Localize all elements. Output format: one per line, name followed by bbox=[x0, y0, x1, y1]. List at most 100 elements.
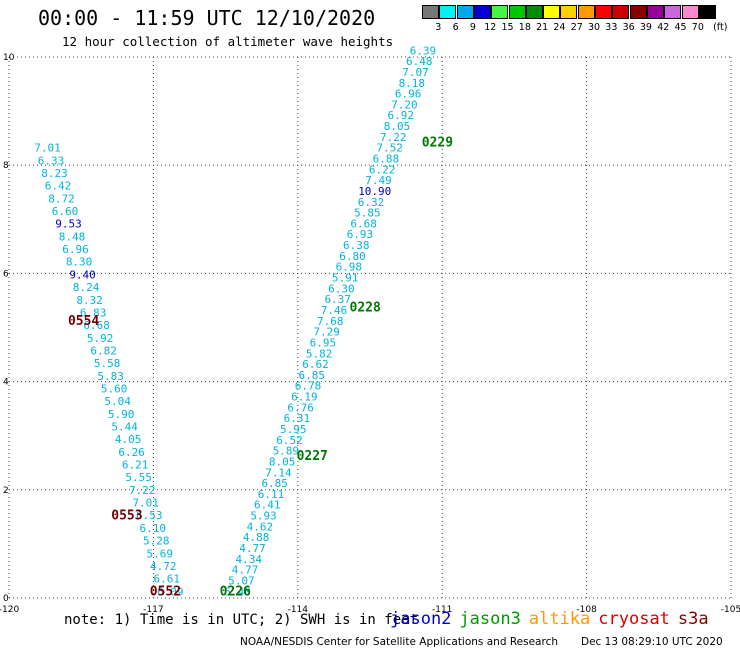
lat-tick-label: 0 bbox=[3, 594, 9, 604]
satellite-label-cryosat: cryosat bbox=[598, 609, 670, 629]
swh-value: 4.88 bbox=[243, 531, 270, 544]
satellite-label-altika: altika bbox=[528, 609, 591, 629]
swh-value: 6.26 bbox=[118, 446, 145, 459]
swh-value: 5.93 bbox=[250, 510, 277, 523]
swh-value: 5.89 bbox=[273, 445, 300, 458]
swh-value: 5.90 bbox=[108, 408, 135, 421]
lat-tick-label: 6 bbox=[3, 269, 9, 279]
legend-swatch bbox=[491, 5, 509, 19]
swh-value: 6.93 bbox=[347, 228, 374, 241]
pass-time-label: 0226 bbox=[220, 584, 251, 599]
swh-value: 5.95 bbox=[280, 423, 307, 436]
swh-value: 6.39 bbox=[410, 44, 437, 57]
legend-bin-label: 39 bbox=[639, 22, 652, 33]
legend-bin-label: 70 bbox=[691, 22, 704, 33]
swh-value: 6.80 bbox=[339, 250, 366, 263]
swh-value: 5.83 bbox=[97, 370, 124, 383]
swh-value: 7.01 bbox=[132, 497, 159, 510]
swh-value: 6.41 bbox=[254, 499, 281, 512]
swh-value: 7.22 bbox=[380, 131, 407, 144]
swh-value: 5.58 bbox=[94, 357, 121, 370]
swh-value: 9.53 bbox=[55, 218, 82, 231]
swh-value: 6.09 bbox=[157, 585, 184, 598]
swh-value: 6.60 bbox=[52, 205, 79, 218]
legend-bin-label: 12 bbox=[484, 22, 497, 33]
swh-value: 6.22 bbox=[369, 163, 396, 176]
swh-value: 6.83 bbox=[80, 306, 107, 319]
swh-value: 6.88 bbox=[373, 152, 400, 165]
lon-tick-label: -114 bbox=[288, 605, 309, 615]
swh-value: 5.55 bbox=[125, 471, 152, 484]
legend-swatch bbox=[646, 5, 664, 19]
swh-value: 5.40 bbox=[224, 585, 251, 598]
swh-value: 8.32 bbox=[76, 294, 103, 307]
legend-swatch bbox=[439, 5, 457, 19]
swh-value: 6.52 bbox=[276, 434, 303, 447]
swh-value: 4.62 bbox=[247, 520, 274, 533]
pass-time-label: 0229 bbox=[422, 135, 453, 150]
legend-swatch bbox=[629, 5, 647, 19]
legend-bin-label: 6 bbox=[452, 22, 459, 33]
legend-swatch bbox=[560, 5, 578, 19]
swh-value: 8.24 bbox=[73, 281, 100, 294]
swh-value: 7.46 bbox=[321, 304, 348, 317]
legend-swatch bbox=[422, 5, 439, 19]
pass-time-label: 0553 bbox=[111, 509, 142, 524]
swh-value: 4.72 bbox=[150, 560, 177, 573]
legend-bin-label: 36 bbox=[622, 22, 635, 33]
legend-bin-label: 21 bbox=[536, 22, 549, 33]
swh-value: 6.95 bbox=[310, 336, 337, 349]
lat-tick-label: 8 bbox=[3, 161, 9, 171]
legend-swatch bbox=[525, 5, 543, 19]
legend-swatch bbox=[543, 5, 561, 19]
swh-value: 4.34 bbox=[236, 553, 263, 566]
swh-value: 5.44 bbox=[111, 421, 138, 434]
swh-value: 6.78 bbox=[295, 380, 322, 393]
legend-swatch bbox=[681, 5, 699, 19]
swh-value: 8.05 bbox=[269, 455, 296, 468]
swh-value: 6.68 bbox=[83, 319, 110, 332]
swh-value: 6.98 bbox=[336, 261, 363, 274]
swh-value: 7.29 bbox=[313, 326, 340, 339]
swh-value: 5.04 bbox=[104, 395, 131, 408]
lat-tick-label: 4 bbox=[3, 378, 9, 388]
swh-value: 6.85 bbox=[261, 477, 288, 490]
legend-bin-label: 15 bbox=[501, 22, 514, 33]
swh-value: 6.31 bbox=[284, 412, 311, 425]
legend-swatch bbox=[612, 5, 630, 19]
swh-value: 8.05 bbox=[384, 120, 411, 133]
color-legend: 3 6 9 12 15 18 21 24 27 30 33 36 39 42 45 70 (ft) bbox=[422, 5, 728, 37]
swh-value: 6.30 bbox=[328, 282, 355, 295]
swh-value: 8.30 bbox=[66, 256, 93, 269]
swh-value: 6.11 bbox=[258, 488, 285, 501]
map-subtitle: 12 hour collection of altimeter wave hei… bbox=[62, 34, 394, 49]
swh-value: 6.62 bbox=[302, 358, 329, 371]
satellite-label-jason2: jason2 bbox=[390, 609, 452, 629]
swh-value: 7.68 bbox=[317, 315, 344, 328]
lon-tick-label: -111 bbox=[432, 605, 452, 615]
swh-value: 6.61 bbox=[153, 573, 180, 586]
swh-value: 6.82 bbox=[90, 344, 117, 357]
swh-value: 6.38 bbox=[343, 239, 370, 252]
legend-swatch bbox=[473, 5, 491, 19]
swh-value: 4.77 bbox=[232, 564, 259, 577]
swh-value: 5.91 bbox=[332, 272, 359, 285]
swh-value: 8.18 bbox=[399, 77, 426, 90]
legend-bin-label: 33 bbox=[605, 22, 618, 33]
pass-time-label: 0552 bbox=[150, 584, 181, 599]
swh-value: 8.48 bbox=[59, 230, 86, 243]
swh-value: 7.07 bbox=[402, 66, 429, 79]
swh-value: 7.52 bbox=[376, 142, 403, 155]
swh-value: 6.76 bbox=[287, 401, 314, 414]
swh-value: 6.68 bbox=[350, 217, 377, 230]
swh-value: 8.72 bbox=[48, 192, 75, 205]
pass-time-label: 0554 bbox=[68, 314, 99, 329]
legend-bin-label: 18 bbox=[518, 22, 531, 33]
map-title: 00:00 - 11:59 UTC 12/10/2020 bbox=[38, 6, 376, 30]
swh-value: 6.10 bbox=[139, 522, 166, 535]
pass-time-label: 0228 bbox=[350, 300, 381, 315]
swh-value: 7.22 bbox=[129, 484, 156, 497]
satellite-legend: jason2 jason3 altika cryosat s3a bbox=[390, 609, 717, 629]
swh-value: 10.90 bbox=[358, 185, 391, 198]
legend-bin-label: 24 bbox=[553, 22, 566, 33]
